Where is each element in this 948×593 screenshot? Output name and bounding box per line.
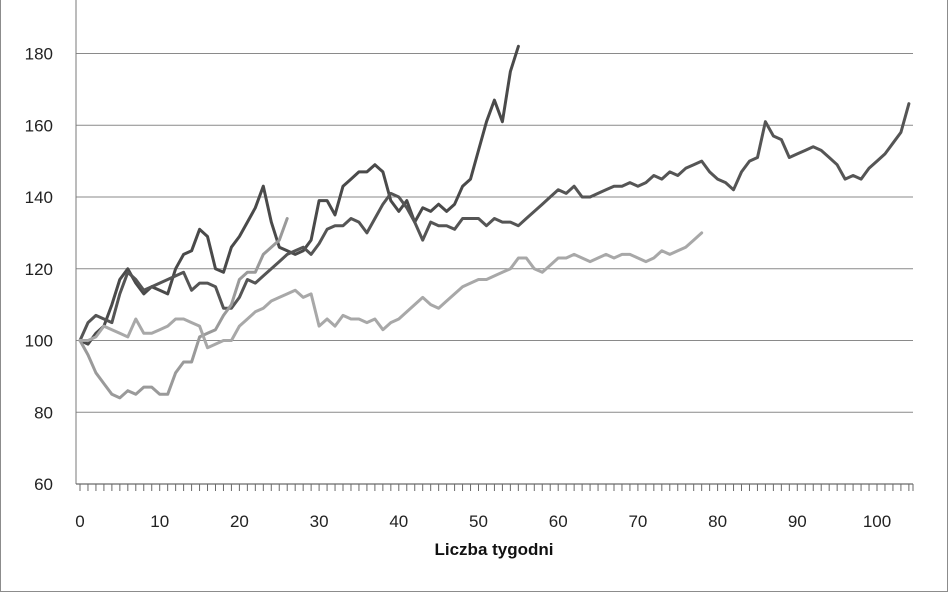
axes: 60 80 100 120 140 160 180 0 10 20 30 40 50 60 70 80 90 10… — [25, 0, 914, 531]
y-tick-label: 120 — [25, 260, 53, 279]
y-tick-label: 100 — [25, 332, 53, 351]
x-tick-label: 100 — [863, 512, 891, 531]
x-tick-label: 30 — [310, 512, 329, 531]
x-tick-label: 40 — [389, 512, 408, 531]
x-tick-label: 70 — [628, 512, 647, 531]
x-tick-label: 60 — [549, 512, 568, 531]
x-axis-title: Liczba tygodni — [435, 540, 554, 559]
series-line-2 — [78, 102, 911, 342]
y-tick-label: 60 — [34, 475, 53, 494]
x-tick-label: 80 — [708, 512, 727, 531]
x-tick-label: 90 — [788, 512, 807, 531]
x-tick-label: 10 — [150, 512, 169, 531]
x-tick-label: 0 — [75, 512, 84, 531]
series-line-4 — [78, 231, 704, 350]
y-tick-label: 160 — [25, 116, 53, 135]
y-tick-label: 180 — [25, 45, 53, 64]
x-tick-label: 50 — [469, 512, 488, 531]
y-tick-label: 80 — [34, 403, 53, 422]
series-lines — [78, 44, 911, 400]
y-tick-label: 140 — [25, 188, 53, 207]
series-line-1 — [78, 44, 520, 346]
series-line-3 — [78, 217, 289, 400]
x-tick-label: 20 — [230, 512, 249, 531]
